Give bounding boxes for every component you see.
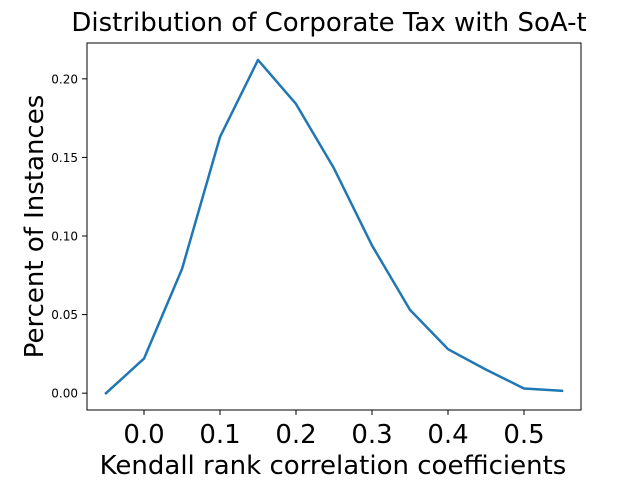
x-tick-label: 0.3	[351, 420, 392, 450]
y-tick-label: 0.15	[51, 151, 78, 165]
plot-frame	[86, 42, 582, 411]
plot-area: 0.0 0.1 0.2 0.3 0.4 0.5 0.00 0.05 0.10 0.15 0.20	[51, 42, 582, 450]
x-axis-label: Kendall rank correlation coefficients	[100, 451, 567, 481]
x-tick-label: 0.1	[199, 420, 240, 450]
x-tick-label: 0.2	[275, 420, 316, 450]
y-tick-label: 0.20	[51, 72, 78, 86]
y-tick-label: 0.00	[51, 387, 78, 401]
x-tick-label: 0.0	[123, 420, 164, 450]
x-tick-label: 0.5	[503, 420, 544, 450]
y-tick-label: 0.10	[51, 230, 78, 244]
chart-title: Distribution of Corporate Tax with SoA-t	[71, 8, 586, 38]
y-tick-label: 0.05	[51, 308, 78, 322]
x-tick-label: 0.4	[427, 420, 468, 450]
y-axis-label: Percent of Instances	[20, 95, 50, 359]
series-line-0	[104, 58, 564, 395]
